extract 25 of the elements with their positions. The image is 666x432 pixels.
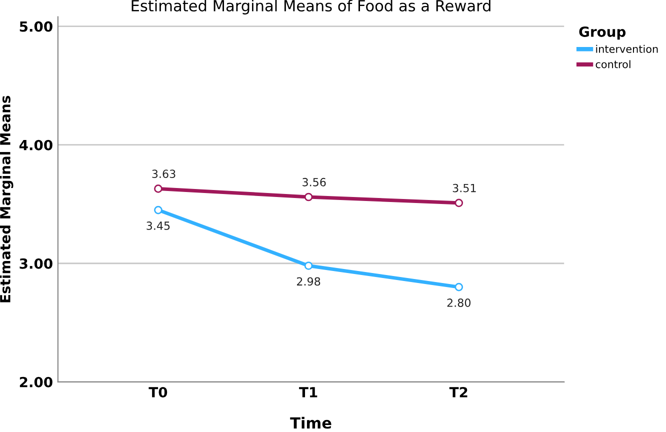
y-axis-title: Estimated Marginal Means [0, 96, 14, 302]
legend-label: intervention [596, 44, 658, 53]
data-label: 3.56 [302, 178, 326, 186]
data-label: 3.51 [452, 184, 476, 192]
y-tick-label: 5.00 [20, 21, 52, 32]
point [304, 262, 313, 270]
y-tick-label: 2.00 [20, 376, 52, 388]
point [454, 282, 464, 292]
point [304, 192, 313, 202]
x-axis-title: Time [290, 416, 332, 429]
x-tick-label: T2 [449, 386, 468, 398]
data-label: 2.80 [447, 298, 471, 307]
point [154, 184, 162, 193]
y-tick-label: 3.00 [20, 258, 52, 269]
y-tick-label: 4.00 [19, 140, 52, 150]
legend-label: control [596, 60, 630, 68]
point [454, 198, 464, 208]
data-label: 2.98 [296, 277, 320, 286]
chart-title: Estimated Marginal Means of Food as a Reward [132, 0, 490, 14]
data-label: 3.45 [146, 222, 170, 230]
x-tick-label: T1 [299, 387, 318, 398]
x-tick-label: T0 [148, 386, 168, 398]
legend-title: Group [579, 26, 626, 40]
point [154, 206, 162, 214]
data-label: 3.63 [152, 170, 176, 178]
